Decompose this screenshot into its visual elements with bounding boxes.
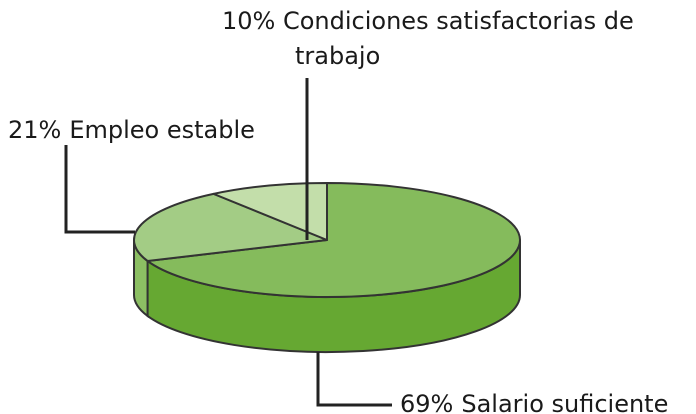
category-label: Empleo estable <box>69 116 255 144</box>
value-label: 21% <box>8 116 61 144</box>
value-label: 69% <box>400 390 453 414</box>
slice-top <box>146 182 521 298</box>
slice-top <box>212 182 328 241</box>
leader-line <box>64 145 135 234</box>
slice-label: 10% Condiciones satisfactorias de trabaj… <box>222 4 652 74</box>
slice-label: 21% Empleo estable <box>8 116 255 144</box>
slice-top <box>133 192 328 262</box>
value-label: 10% <box>222 7 276 35</box>
category-label: Salario suficiente <box>461 390 668 414</box>
leader-line <box>316 352 392 407</box>
slice-label: 69% Salario suficiente <box>400 390 668 414</box>
category-label: Condiciones satisfactorias de trabajo <box>282 7 634 70</box>
pie <box>133 182 521 353</box>
